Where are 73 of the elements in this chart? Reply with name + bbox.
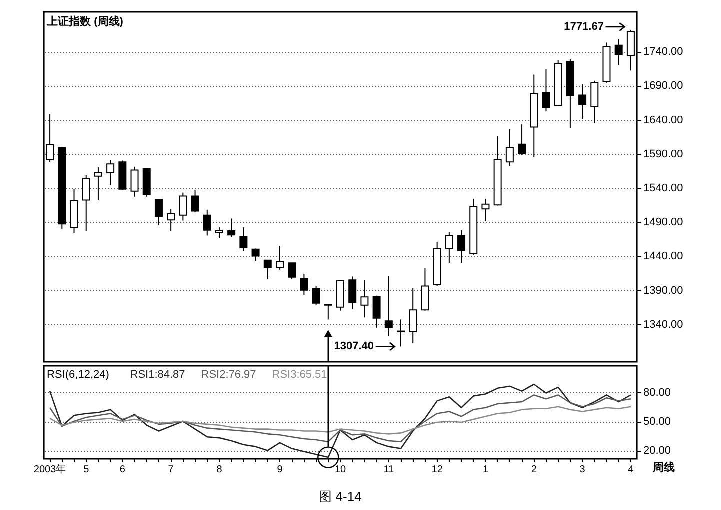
y-tick-label: 1640.00 [644, 114, 684, 126]
x-tick-label: 4 [628, 464, 634, 476]
legend-title: RSI(6,12,24) [47, 369, 110, 381]
text: RSI2:76.97 [201, 369, 256, 381]
candlestick [240, 227, 248, 252]
candlestick [482, 198, 490, 222]
x-tick-label: 12 [432, 464, 444, 476]
y-tick-label: 1690.00 [644, 80, 684, 92]
y-tick-label: 50.00 [644, 416, 672, 428]
candlestick [288, 262, 296, 280]
candlestick [614, 38, 623, 66]
candlestick [154, 199, 163, 226]
caption: 图 4-14 [319, 489, 362, 504]
y-tick-label: 1390.00 [644, 284, 684, 297]
annotation: 1771.67 [564, 20, 604, 33]
candlestick [397, 319, 406, 348]
candlestick [191, 190, 200, 214]
candlestick [203, 209, 212, 236]
x-tick-label: 6 [120, 464, 126, 476]
x-tick-label: 5 [84, 464, 90, 476]
x-tick-label: 1 [482, 464, 489, 476]
candlestick [228, 218, 236, 238]
candlestick [578, 84, 587, 120]
text: RSI1:84.87 [130, 369, 186, 381]
candlestick [445, 232, 454, 264]
x-tick-label: 7 [168, 464, 174, 476]
candlestick [506, 128, 514, 167]
y-tick-label: 80.00 [644, 386, 672, 399]
x-tick-label: 11 [384, 464, 395, 476]
y-tick-label: 1490.00 [644, 216, 684, 229]
candlestick [46, 114, 54, 163]
candlestick [94, 167, 102, 201]
chart-title: 上证指数 (周线) [46, 15, 124, 28]
text: 周线 [652, 461, 675, 474]
candlestick [384, 276, 393, 337]
candlestick [590, 80, 599, 124]
candlestick [106, 160, 115, 186]
y-tick-label: 1340.00 [644, 318, 684, 331]
candlestick [276, 246, 284, 270]
candlestick [312, 286, 320, 306]
y-tick-label: 20.00 [644, 445, 672, 458]
candlestick [360, 280, 369, 318]
candlestick [458, 230, 466, 264]
candlestick [264, 260, 272, 280]
annotation: 1307.40 [334, 340, 374, 353]
candlestick [300, 273, 308, 296]
candlestick [421, 268, 430, 312]
y-tick-label: 1540.00 [644, 182, 684, 195]
candlestick [348, 276, 357, 310]
candlestick [82, 174, 90, 232]
candlestick [324, 304, 332, 320]
line-series [49, 406, 632, 435]
y-tick-label: 1740.00 [644, 46, 684, 58]
candlestick [372, 295, 381, 328]
candlestick [179, 192, 188, 222]
candlestick [409, 288, 418, 344]
x-tick-label: 3 [580, 464, 586, 476]
candlestick [542, 68, 550, 112]
candlestick [167, 208, 176, 232]
candlestick [215, 227, 224, 240]
x-tick-label: 8 [216, 464, 223, 476]
y-tick-label: 1590.00 [644, 148, 684, 160]
candlestick [518, 124, 526, 156]
x-tick-label: 2 [531, 464, 538, 476]
candlestick [130, 166, 139, 198]
x-tick-label: 2003年 [34, 464, 66, 476]
candlestick [626, 29, 635, 72]
x-tick-label: 9 [277, 464, 284, 476]
y-tick-label: 1440.00 [644, 250, 684, 263]
x-tick-label: 10 [334, 464, 346, 476]
candlestick [252, 248, 260, 262]
line-series [49, 394, 632, 443]
text: RSI3:65.51 [272, 369, 328, 381]
